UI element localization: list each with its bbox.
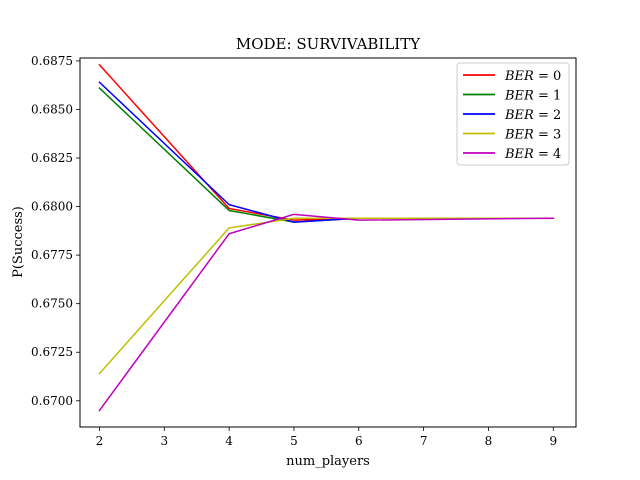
legend-label-ber-1: BER = 1 bbox=[504, 89, 561, 104]
legend-label-ber-3: BER = 3 bbox=[504, 128, 561, 143]
y-tick-label: 0.6700 bbox=[31, 394, 73, 408]
plot-lines bbox=[98, 63, 555, 412]
y-axis-ticks: 0.6700 0.6725 0.6750 0.6775 0.6800 0.6825 0.68… bbox=[31, 54, 80, 408]
series-line-ber-4 bbox=[98, 213, 555, 412]
series-line-ber-3 bbox=[98, 217, 555, 375]
chart-title: MODE: SURVIVABILITY bbox=[236, 35, 421, 53]
x-tick-label: 3 bbox=[160, 434, 168, 448]
y-tick-label: 0.6800 bbox=[31, 200, 73, 214]
y-tick-label: 0.6775 bbox=[31, 248, 73, 262]
y-axis-label: P(Success) bbox=[11, 206, 26, 278]
x-axis-label: num_players bbox=[286, 454, 370, 469]
y-tick-label: 0.6850 bbox=[31, 102, 73, 116]
x-tick-label: 6 bbox=[355, 434, 363, 448]
x-tick-label: 2 bbox=[96, 434, 104, 448]
x-tick-label: 9 bbox=[549, 434, 557, 448]
x-tick-label: 8 bbox=[485, 434, 493, 448]
x-tick-label: 5 bbox=[290, 434, 298, 448]
legend-box bbox=[456, 62, 570, 166]
axes-frame bbox=[79, 57, 577, 428]
y-tick-label: 0.6750 bbox=[31, 297, 73, 311]
y-tick-label: 0.6875 bbox=[31, 54, 73, 68]
legend: BER = 0 BER = 1 BER = 2 BER = 3 BER = 4 bbox=[456, 62, 570, 166]
legend-label-ber-2: BER = 2 bbox=[504, 108, 561, 123]
y-tick-label: 0.6725 bbox=[31, 345, 73, 359]
x-tick-label: 4 bbox=[225, 434, 233, 448]
legend-label-ber-0: BER = 0 bbox=[504, 69, 561, 84]
y-tick-label: 0.6825 bbox=[31, 151, 73, 165]
x-tick-label: 7 bbox=[420, 434, 428, 448]
legend-label-ber-4: BER = 4 bbox=[504, 147, 561, 162]
x-axis-ticks: 2 3 4 5 6 7 8 9 bbox=[96, 427, 557, 448]
